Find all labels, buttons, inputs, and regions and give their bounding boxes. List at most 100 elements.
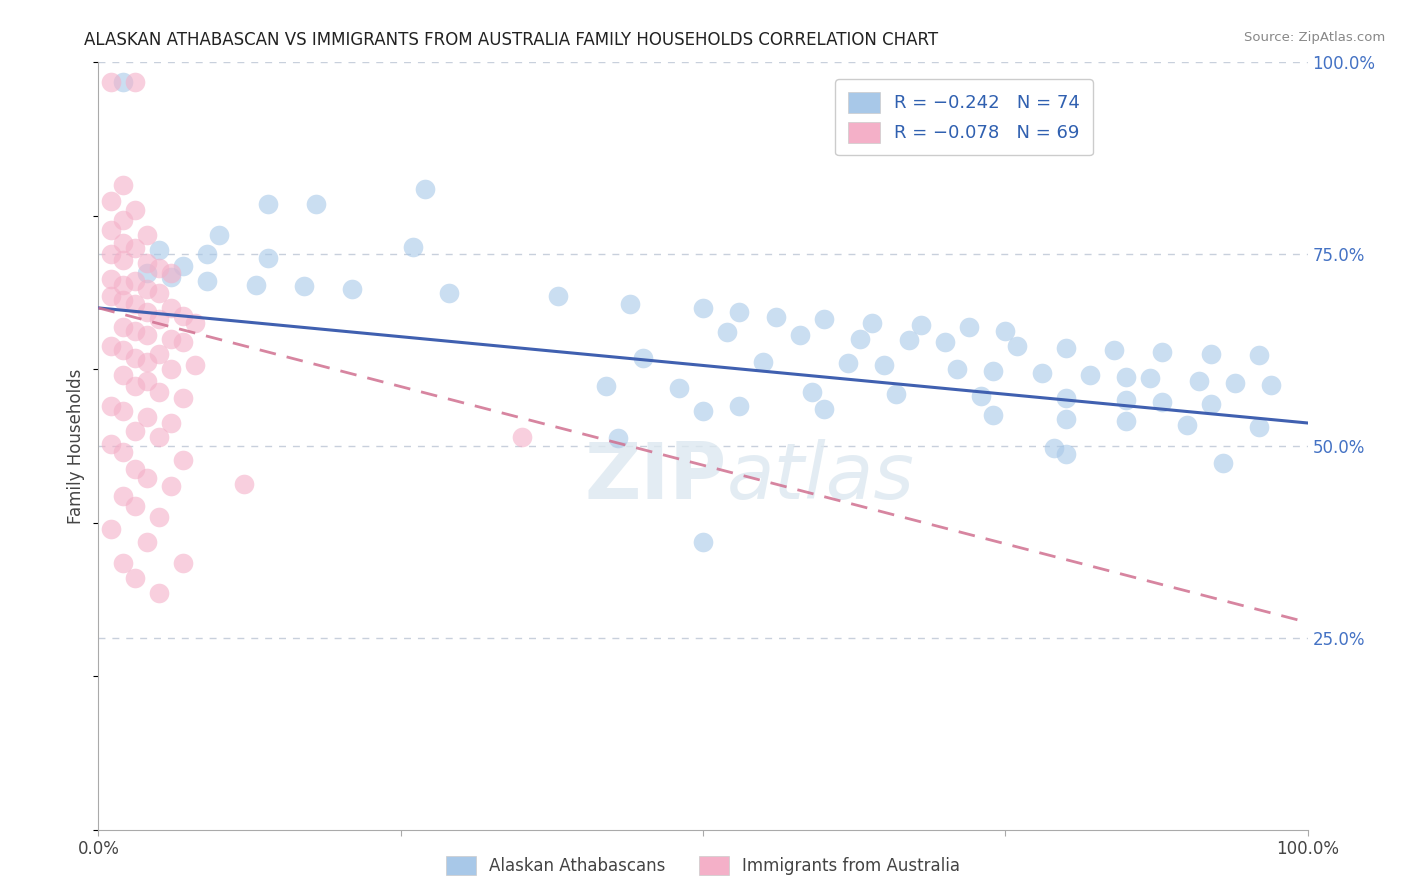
Point bbox=[172, 452, 194, 467]
Point bbox=[1042, 441, 1064, 455]
Point bbox=[1212, 456, 1234, 470]
Point bbox=[160, 301, 183, 315]
Point bbox=[124, 297, 146, 311]
Point bbox=[160, 479, 183, 493]
Point bbox=[1223, 376, 1246, 390]
Point bbox=[172, 556, 194, 570]
Point bbox=[1188, 374, 1211, 388]
Point bbox=[800, 385, 823, 400]
Point bbox=[124, 424, 146, 438]
Point bbox=[135, 534, 157, 549]
Point bbox=[100, 437, 122, 451]
Point bbox=[789, 327, 811, 342]
Point bbox=[1007, 339, 1029, 353]
Point bbox=[148, 285, 170, 300]
Point bbox=[100, 272, 122, 286]
Point bbox=[1031, 366, 1053, 380]
Point bbox=[342, 282, 364, 296]
Point bbox=[135, 471, 157, 485]
Point bbox=[1199, 397, 1222, 411]
Point bbox=[305, 197, 328, 211]
Point bbox=[256, 251, 278, 265]
Point bbox=[172, 259, 194, 273]
Point bbox=[124, 462, 146, 476]
Point bbox=[111, 235, 134, 250]
Point bbox=[111, 343, 134, 358]
Point bbox=[1115, 392, 1137, 407]
Point bbox=[124, 274, 146, 288]
Point bbox=[1054, 447, 1077, 461]
Point bbox=[111, 293, 134, 308]
Point bbox=[631, 351, 654, 365]
Point bbox=[716, 326, 738, 340]
Point bbox=[100, 339, 122, 353]
Point bbox=[813, 402, 835, 417]
Point bbox=[1115, 370, 1137, 384]
Point bbox=[1054, 392, 1077, 406]
Point bbox=[100, 522, 122, 536]
Point bbox=[172, 335, 194, 350]
Point bbox=[232, 477, 254, 491]
Point bbox=[124, 324, 146, 338]
Point bbox=[160, 270, 183, 285]
Point bbox=[981, 409, 1004, 423]
Text: ZIP: ZIP bbox=[585, 439, 727, 515]
Point bbox=[124, 379, 146, 393]
Point bbox=[135, 304, 157, 318]
Point bbox=[135, 227, 157, 242]
Point bbox=[148, 430, 170, 444]
Point bbox=[595, 379, 617, 393]
Point bbox=[124, 202, 146, 217]
Point bbox=[752, 354, 775, 368]
Point bbox=[981, 364, 1004, 378]
Point bbox=[692, 301, 714, 315]
Point bbox=[111, 74, 134, 88]
Point bbox=[195, 247, 218, 261]
Point bbox=[692, 534, 714, 549]
Point bbox=[135, 282, 157, 296]
Point bbox=[111, 212, 134, 227]
Point bbox=[135, 354, 157, 368]
Point bbox=[1249, 349, 1271, 363]
Point bbox=[1175, 417, 1198, 432]
Point bbox=[837, 356, 859, 370]
Point bbox=[172, 309, 194, 323]
Point bbox=[135, 256, 157, 270]
Point bbox=[195, 274, 218, 288]
Point bbox=[1102, 343, 1125, 358]
Point bbox=[160, 332, 183, 346]
Point bbox=[135, 409, 157, 424]
Point bbox=[849, 332, 872, 346]
Point bbox=[1152, 394, 1174, 409]
Point bbox=[292, 279, 315, 293]
Point bbox=[245, 277, 267, 292]
Point bbox=[100, 399, 122, 413]
Point bbox=[111, 404, 134, 418]
Point bbox=[1152, 345, 1174, 359]
Point bbox=[402, 239, 425, 253]
Point bbox=[886, 387, 908, 401]
Point bbox=[160, 362, 183, 376]
Point bbox=[692, 404, 714, 418]
Point bbox=[1054, 341, 1077, 355]
Point bbox=[148, 244, 170, 258]
Point bbox=[124, 499, 146, 513]
Point bbox=[1054, 412, 1077, 426]
Text: atlas: atlas bbox=[727, 439, 915, 515]
Point bbox=[148, 347, 170, 361]
Point bbox=[1249, 420, 1271, 434]
Text: ALASKAN ATHABASCAN VS IMMIGRANTS FROM AUSTRALIA FAMILY HOUSEHOLDS CORRELATION CH: ALASKAN ATHABASCAN VS IMMIGRANTS FROM AU… bbox=[84, 31, 938, 49]
Point bbox=[1115, 414, 1137, 428]
Point bbox=[100, 247, 122, 261]
Point bbox=[100, 222, 122, 236]
Point bbox=[135, 266, 157, 280]
Point bbox=[148, 385, 170, 400]
Text: Source: ZipAtlas.com: Source: ZipAtlas.com bbox=[1244, 31, 1385, 45]
Point bbox=[135, 327, 157, 342]
Legend: Alaskan Athabascans, Immigrants from Australia: Alaskan Athabascans, Immigrants from Aus… bbox=[437, 847, 969, 884]
Point bbox=[184, 359, 207, 373]
Point bbox=[1139, 371, 1161, 385]
Point bbox=[510, 430, 533, 444]
Point bbox=[607, 431, 630, 445]
Point bbox=[437, 285, 460, 300]
